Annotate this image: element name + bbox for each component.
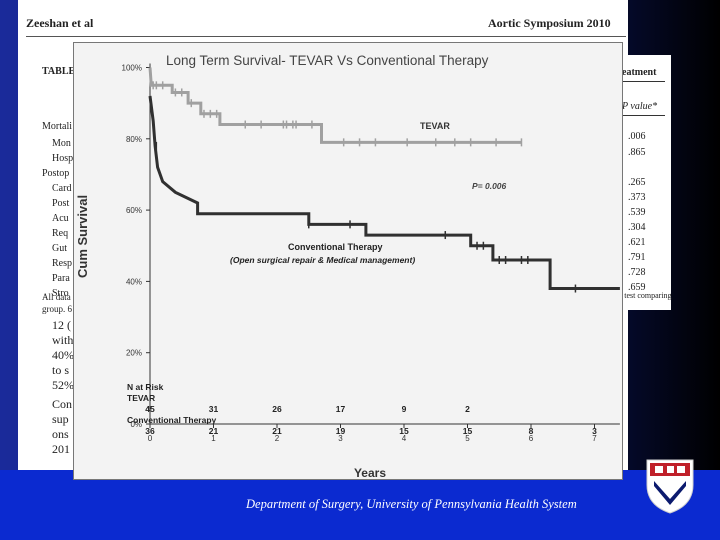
y-axis-label: Cum Survival	[75, 195, 90, 278]
risk-tevar-count: 45	[145, 404, 155, 414]
paper-body-line: Con	[52, 397, 73, 411]
risk-conv-count: 21	[209, 426, 219, 436]
paper-body-line: to s	[52, 363, 70, 377]
x-axis-label: Years	[354, 466, 386, 479]
at-risk-table: 45 31 26 17 9 2 36 21 21 19 15 15 8 3	[145, 404, 597, 436]
paper-row-label: Resp	[52, 258, 72, 269]
paper-body-line: 52%	[52, 378, 74, 392]
paper-row-label: Gut	[52, 243, 67, 254]
risk-tevar-label: TEVAR	[127, 393, 155, 403]
x-tick-label: 6	[529, 434, 534, 443]
footer-band	[0, 470, 720, 540]
x-tick-label: 4	[402, 434, 407, 443]
pvalue-cell: .373	[628, 192, 646, 203]
paper-body-line: ons	[52, 427, 69, 441]
paper-row-label: Para	[52, 273, 70, 284]
x-tick-label: 1	[211, 434, 216, 443]
risk-conv-count: 15	[399, 426, 409, 436]
paper-rule	[26, 36, 626, 37]
x-tick-label: 7	[592, 434, 597, 443]
risk-tevar-count: 31	[209, 404, 219, 414]
risk-conv-count: 8	[529, 426, 534, 436]
risk-conv-count: 3	[592, 426, 597, 436]
risk-tevar-count: 9	[402, 404, 407, 414]
x-tick-label: 5	[465, 434, 470, 443]
y-tick-label: 0%	[130, 420, 142, 429]
paper-body-line: 40%	[52, 348, 74, 362]
tevar-curve	[148, 67, 522, 144]
risk-tevar-count: 2	[465, 404, 470, 414]
paper-table-tag: TABLE	[42, 66, 76, 77]
chart-title: Long Term Survival- TEVAR Vs Conventiona…	[166, 53, 489, 68]
risk-tevar-count: 26	[272, 404, 282, 414]
conventional-label: Conventional Therapy	[288, 242, 383, 252]
paper-row-label: Post	[52, 198, 70, 209]
pvalue-cell: .791	[628, 252, 646, 263]
paper-footnote: t test comparing	[620, 291, 672, 300]
pvalue-cell: .006	[628, 131, 646, 142]
y-tick-label: 40%	[126, 277, 142, 286]
chart-canvas: Long Term Survival- TEVAR Vs Conventiona…	[75, 53, 620, 479]
risk-conv-count: 21	[272, 426, 282, 436]
paper-row-label: Mortali	[42, 121, 72, 132]
survival-chart: Long Term Survival- TEVAR Vs Conventiona…	[73, 42, 623, 480]
pvalue-cell: .621	[628, 237, 646, 248]
paper-body-line: with	[52, 333, 74, 347]
penn-shield-logo	[646, 459, 694, 514]
paper-row-label: Postop	[42, 168, 70, 179]
tevar-label: TEVAR	[420, 121, 450, 131]
paper-row-label: Req	[52, 228, 69, 239]
paper-row-label: Stro	[52, 288, 69, 299]
paper-row-label: Hosp	[52, 153, 74, 164]
paper-row-label: Card	[52, 183, 72, 194]
x-tick-label: 0	[148, 434, 153, 443]
y-tick-label: 80%	[126, 135, 142, 144]
x-tick-label: 2	[275, 434, 280, 443]
risk-tevar-count: 17	[336, 404, 346, 414]
pvalue-cell: .304	[628, 222, 646, 233]
risk-conv-count: 15	[463, 426, 473, 436]
paper-treatment-label: eatment	[622, 67, 657, 78]
axes: 0%20%40%60%80%100%0 1 2 3 4 5 6 7	[122, 63, 620, 443]
paper-body-line: group. 6	[42, 304, 72, 314]
paper-row-label: Acu	[52, 213, 69, 224]
risk-conv-label: Conventional Therapy	[127, 415, 217, 425]
paper-body-line: sup	[52, 412, 69, 426]
paper-body-line: 12 (	[52, 318, 71, 332]
x-tick-label: 3	[338, 434, 343, 443]
risk-title: N at Risk	[127, 382, 164, 392]
pvalue-cell: .728	[628, 267, 646, 278]
risk-conv-count: 36	[145, 426, 155, 436]
paper-body-line: 201	[52, 442, 70, 456]
paper-body-line: All data	[42, 292, 71, 302]
pvalue-header: P value*	[622, 101, 658, 112]
pvalue-cell: .865	[628, 147, 646, 158]
plot-marks	[148, 67, 620, 293]
y-tick-label: 100%	[122, 64, 142, 73]
y-tick-label: 20%	[126, 349, 142, 358]
paper-row-label: Mon	[52, 138, 71, 149]
paper-author: Zeeshan et al	[26, 16, 94, 30]
p-value-label: P= 0.006	[472, 181, 507, 191]
pvalue-cell: .539	[628, 207, 646, 218]
conventional-sublabel: (Open surgical repair & Medical manageme…	[230, 255, 415, 265]
footer-text: Department of Surgery, University of Pen…	[246, 497, 577, 511]
pvalue-cell: .659	[628, 282, 646, 293]
paper-journal-header: Aortic Symposium 2010	[488, 16, 611, 30]
y-tick-label: 60%	[126, 206, 142, 215]
pvalue-cell: .265	[628, 177, 646, 188]
risk-conv-count: 19	[336, 426, 346, 436]
